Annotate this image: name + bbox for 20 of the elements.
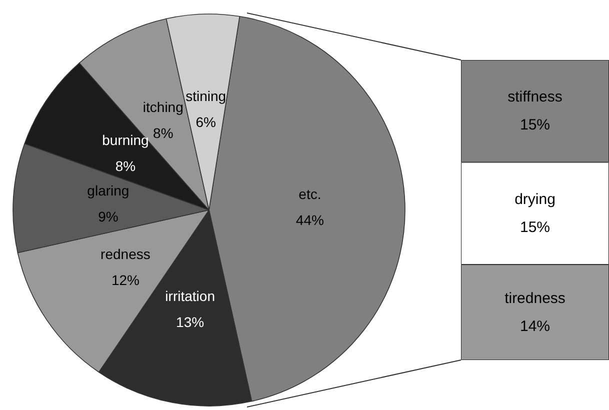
slice-label: etc. xyxy=(298,186,322,202)
slice-label: burning xyxy=(102,132,149,148)
slice-label: stining xyxy=(186,88,226,104)
data-label: 44% xyxy=(296,212,324,228)
data-label: 14% xyxy=(520,318,550,335)
data-label: 12% xyxy=(111,272,140,288)
slice-label: redness xyxy=(100,246,150,262)
slice-label: itching xyxy=(142,99,184,116)
data-label: 15% xyxy=(520,218,550,236)
series-label: stiffness xyxy=(508,88,562,106)
slice-label: glaring xyxy=(87,182,130,199)
data-label: 13% xyxy=(176,314,204,330)
data-label: 15% xyxy=(520,116,550,134)
series-label: drying xyxy=(514,190,556,208)
series-label: tiredness xyxy=(504,290,566,307)
data-label: 6% xyxy=(196,114,216,130)
data-label: 8% xyxy=(115,158,136,174)
data-label: 8% xyxy=(153,125,174,142)
data-label: 9% xyxy=(98,208,118,225)
slice-label: irritation xyxy=(165,288,215,304)
